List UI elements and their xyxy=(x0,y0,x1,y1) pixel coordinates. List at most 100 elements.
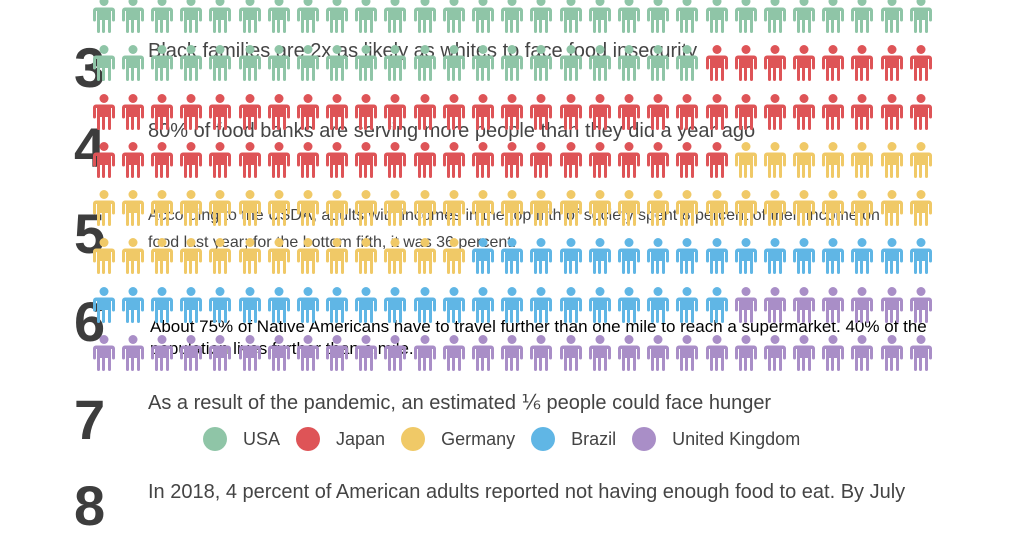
person-icon xyxy=(293,141,322,190)
person-icon xyxy=(89,335,118,383)
person-icon xyxy=(147,141,176,190)
person-icon xyxy=(848,335,877,383)
person-icon xyxy=(760,286,789,335)
person-icon xyxy=(673,238,702,286)
person-icon xyxy=(614,93,643,142)
person-icon xyxy=(790,286,819,335)
person-icon xyxy=(498,286,527,335)
person-icon xyxy=(644,335,673,383)
person-icon xyxy=(89,45,118,93)
legend-item: United Kingdom xyxy=(632,427,800,451)
person-icon xyxy=(410,238,439,286)
person-icon xyxy=(731,335,760,383)
person-icon xyxy=(264,190,293,238)
person-icon xyxy=(381,238,410,286)
person-icon xyxy=(877,0,906,45)
person-icon xyxy=(147,0,176,45)
legend-label: United Kingdom xyxy=(672,428,801,449)
person-icon xyxy=(556,93,585,142)
person-icon xyxy=(614,141,643,190)
person-icon xyxy=(702,286,731,335)
person-icon xyxy=(439,190,468,238)
person-icon xyxy=(177,93,206,142)
person-icon xyxy=(877,93,906,142)
person-icon xyxy=(790,335,819,383)
item-text-8: In 2018, 4 percent of American adults re… xyxy=(148,481,906,503)
person-icon xyxy=(381,93,410,142)
person-icon xyxy=(147,286,176,335)
person-icon xyxy=(556,0,585,45)
person-icon xyxy=(527,190,556,238)
person-icon xyxy=(264,286,293,335)
item-number-7: 7 xyxy=(74,388,106,451)
person-icon xyxy=(702,190,731,238)
person-icon xyxy=(264,335,293,383)
person-icon xyxy=(527,0,556,45)
person-icon xyxy=(585,93,614,142)
person-icon xyxy=(731,93,760,142)
person-icon xyxy=(614,286,643,335)
person-icon xyxy=(644,0,673,45)
person-icon xyxy=(819,0,848,45)
person-icon xyxy=(323,335,352,383)
person-icon xyxy=(760,45,789,93)
person-icon xyxy=(644,141,673,190)
legend-label: USA xyxy=(243,428,281,449)
person-icon xyxy=(206,335,235,383)
person-icon xyxy=(498,141,527,190)
person-icon xyxy=(352,45,381,93)
person-icon xyxy=(468,45,497,93)
person-icon xyxy=(790,190,819,238)
person-icon xyxy=(877,238,906,286)
person-icon xyxy=(381,335,410,383)
person-icon xyxy=(352,286,381,335)
person-icon xyxy=(177,0,206,45)
person-icon xyxy=(147,335,176,383)
person-icon xyxy=(177,286,206,335)
person-icon xyxy=(702,141,731,190)
person-icon xyxy=(819,335,848,383)
person-icon xyxy=(498,93,527,142)
person-icon xyxy=(731,238,760,286)
person-icon xyxy=(556,190,585,238)
person-icon xyxy=(293,190,322,238)
person-icon xyxy=(323,0,352,45)
person-icon xyxy=(439,335,468,383)
person-icon xyxy=(352,0,381,45)
person-icon xyxy=(673,0,702,45)
person-icon xyxy=(906,335,935,383)
person-icon xyxy=(293,286,322,335)
person-icon xyxy=(89,286,118,335)
person-icon xyxy=(235,286,264,335)
person-icon xyxy=(468,190,497,238)
person-icon xyxy=(206,141,235,190)
person-icon xyxy=(498,190,527,238)
legend-label: Brazil xyxy=(571,428,617,449)
person-icon xyxy=(410,0,439,45)
person-icon xyxy=(760,141,789,190)
person-icon xyxy=(235,0,264,45)
person-icon xyxy=(702,93,731,142)
person-icon xyxy=(410,286,439,335)
person-icon xyxy=(323,141,352,190)
person-icon xyxy=(585,286,614,335)
person-icon xyxy=(673,335,702,383)
person-icon xyxy=(702,335,731,383)
person-icon xyxy=(410,45,439,93)
person-icon xyxy=(614,0,643,45)
person-icon xyxy=(381,190,410,238)
person-icon xyxy=(731,286,760,335)
person-icon xyxy=(381,45,410,93)
person-icon xyxy=(206,93,235,142)
person-icon xyxy=(644,190,673,238)
person-icon xyxy=(644,93,673,142)
person-icon xyxy=(89,238,118,286)
legend-dot-icon xyxy=(531,427,556,451)
person-icon xyxy=(177,141,206,190)
person-icon xyxy=(381,0,410,45)
person-icon xyxy=(323,286,352,335)
person-icon xyxy=(877,286,906,335)
person-icon xyxy=(556,286,585,335)
person-icon xyxy=(439,286,468,335)
person-icon xyxy=(118,190,147,238)
